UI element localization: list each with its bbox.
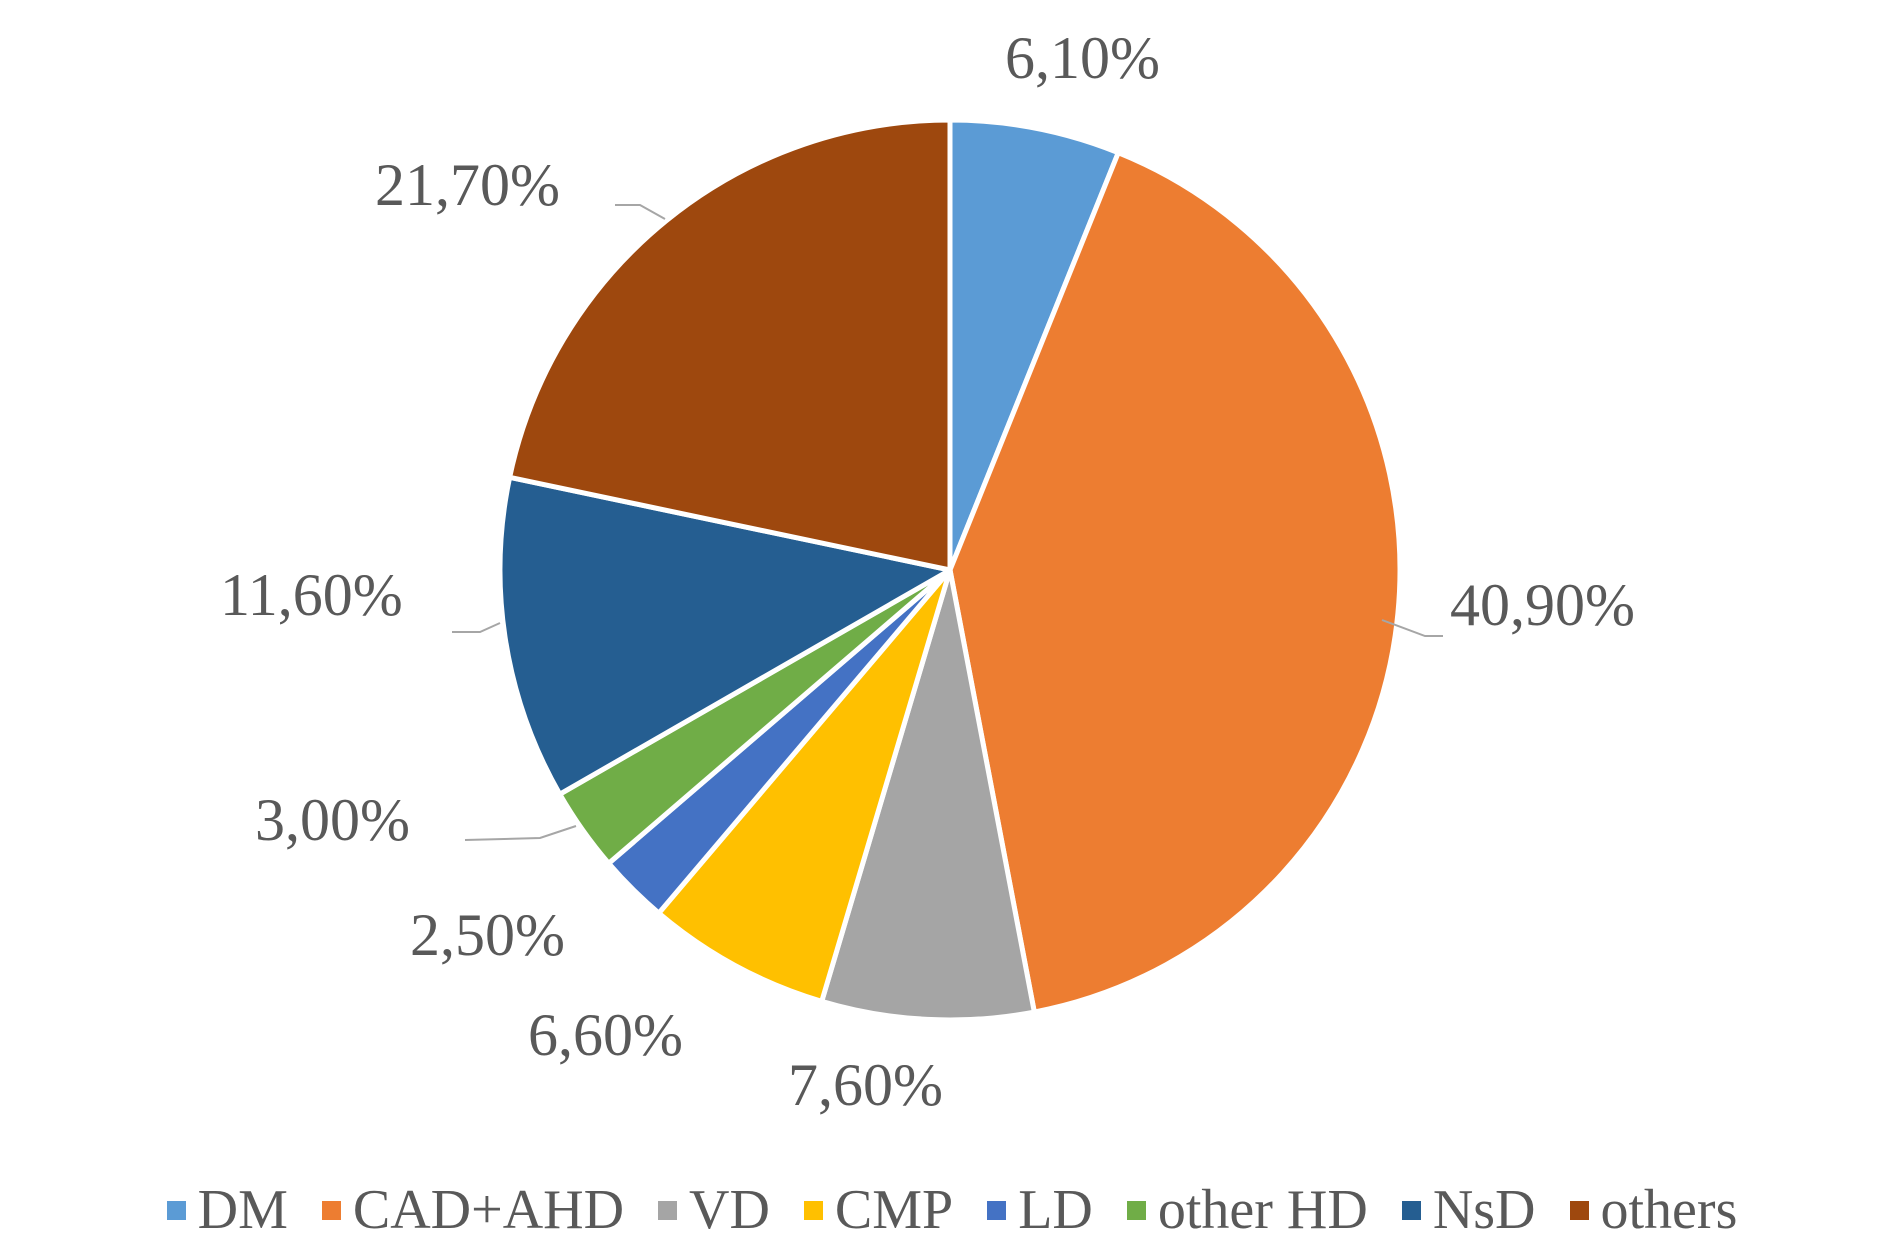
legend-label: other HD bbox=[1157, 1179, 1368, 1241]
pie-slices bbox=[497, 117, 1403, 1023]
legend-label: LD bbox=[1018, 1179, 1093, 1241]
legend-swatch bbox=[1569, 1200, 1589, 1220]
legend-swatch bbox=[1401, 1200, 1421, 1220]
leader-line-cad-ahd bbox=[1381, 619, 1443, 637]
pie-slice-dm bbox=[947, 117, 1121, 573]
pie-chart-svg: 6,10% 40,90% 7,60% 6,60% 2,50%3,00% 11,60% 21,… bbox=[220, 25, 1635, 1118]
data-label-others: 21,70% bbox=[375, 152, 560, 218]
data-label-nsd: 11,60% bbox=[220, 562, 403, 628]
pie-slice-nsd bbox=[497, 474, 953, 797]
leader-line-others bbox=[615, 204, 666, 220]
legend-label: VD bbox=[689, 1179, 770, 1241]
pie-slice-others bbox=[507, 117, 953, 573]
data-label-vd: 7,60% bbox=[788, 1052, 943, 1118]
legend-item-dm: DM bbox=[166, 1179, 288, 1241]
legend-swatch bbox=[1126, 1200, 1146, 1220]
legend-item-nsd: NsD bbox=[1401, 1179, 1536, 1241]
legend-item-vd: VD bbox=[658, 1182, 770, 1238]
leader-line-nsd bbox=[452, 622, 501, 633]
pie-slice-vd bbox=[819, 567, 1037, 1023]
legend-item-others: others bbox=[1569, 1179, 1738, 1241]
data-label-cad-ahd: 40,90% bbox=[1450, 572, 1635, 638]
pie-slice-cmp bbox=[656, 567, 953, 1004]
legend-swatch bbox=[987, 1200, 1007, 1220]
data-label-other-hd: 3,00% bbox=[255, 787, 410, 853]
legend-item-cmp: CMP bbox=[803, 1179, 954, 1241]
legend-swatch bbox=[321, 1200, 341, 1220]
leader-lines bbox=[452, 204, 1443, 841]
data-label-ld: 2,50% bbox=[410, 902, 565, 968]
legend-swatch bbox=[658, 1200, 678, 1220]
legend-item-other-hd: other HD bbox=[1126, 1179, 1368, 1241]
legend-item-cad-ahd: CAD+AHD bbox=[321, 1179, 625, 1241]
legend-item-ld: LD bbox=[987, 1182, 1093, 1238]
leader-line-other-hd bbox=[464, 825, 577, 841]
legend-label: DM bbox=[197, 1179, 288, 1241]
legend: DM CAD+AHD VD CMP LD other HD NsD others bbox=[0, 1175, 1904, 1245]
legend-label: others bbox=[1600, 1179, 1738, 1241]
data-label-dm: 6,10% bbox=[1005, 25, 1160, 91]
legend-swatch bbox=[166, 1200, 186, 1220]
legend-swatch bbox=[803, 1200, 823, 1220]
legend-label: CMP bbox=[834, 1179, 954, 1241]
pie-slice-cad-ahd bbox=[947, 150, 1403, 1015]
legend-label: CAD+AHD bbox=[352, 1179, 625, 1241]
data-label-cmp: 6,60% bbox=[528, 1002, 683, 1068]
data-labels: 6,10% 40,90% 7,60% 6,60% 2,50%3,00% 11,60% 21,… bbox=[220, 25, 1635, 1118]
legend-label: NsD bbox=[1432, 1179, 1536, 1241]
